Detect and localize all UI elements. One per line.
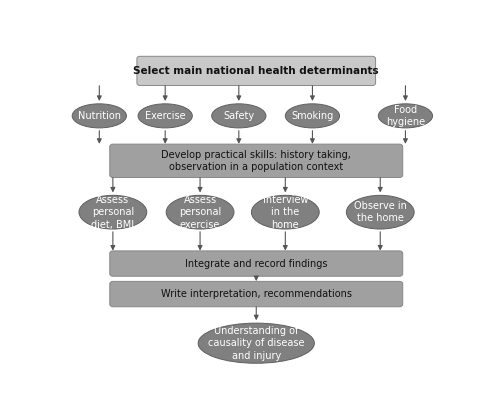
Text: Safety: Safety [223, 111, 254, 121]
Text: Select main national health determinants: Select main national health determinants [134, 66, 379, 76]
FancyBboxPatch shape [110, 251, 403, 276]
Text: Write interpretation, recommendations: Write interpretation, recommendations [161, 289, 352, 299]
Ellipse shape [79, 195, 147, 229]
Text: Assess
personal
exercise: Assess personal exercise [179, 195, 221, 230]
Text: Nutrition: Nutrition [78, 111, 121, 121]
FancyBboxPatch shape [137, 56, 376, 85]
Ellipse shape [212, 104, 266, 128]
Text: Understanding of
causality of disease
and injury: Understanding of causality of disease an… [208, 326, 304, 361]
Ellipse shape [198, 323, 314, 363]
Ellipse shape [378, 104, 432, 128]
FancyBboxPatch shape [110, 144, 403, 178]
Ellipse shape [252, 195, 319, 229]
Ellipse shape [72, 104, 126, 128]
Ellipse shape [166, 195, 234, 229]
Text: Smoking: Smoking [292, 111, 334, 121]
Ellipse shape [138, 104, 192, 128]
Ellipse shape [286, 104, 340, 128]
Ellipse shape [346, 195, 414, 229]
Text: Integrate and record findings: Integrate and record findings [185, 259, 328, 269]
Text: Interview
in the
home: Interview in the home [262, 195, 308, 230]
Text: Develop practical skills: history taking,
observation in a population context: Develop practical skills: history taking… [162, 150, 351, 172]
Text: Exercise: Exercise [145, 111, 186, 121]
Text: Observe in
the home: Observe in the home [354, 201, 406, 224]
Text: Assess
personal
diet, BMI: Assess personal diet, BMI [92, 195, 134, 230]
Text: Food
hygiene: Food hygiene [386, 105, 425, 127]
FancyBboxPatch shape [110, 281, 403, 307]
